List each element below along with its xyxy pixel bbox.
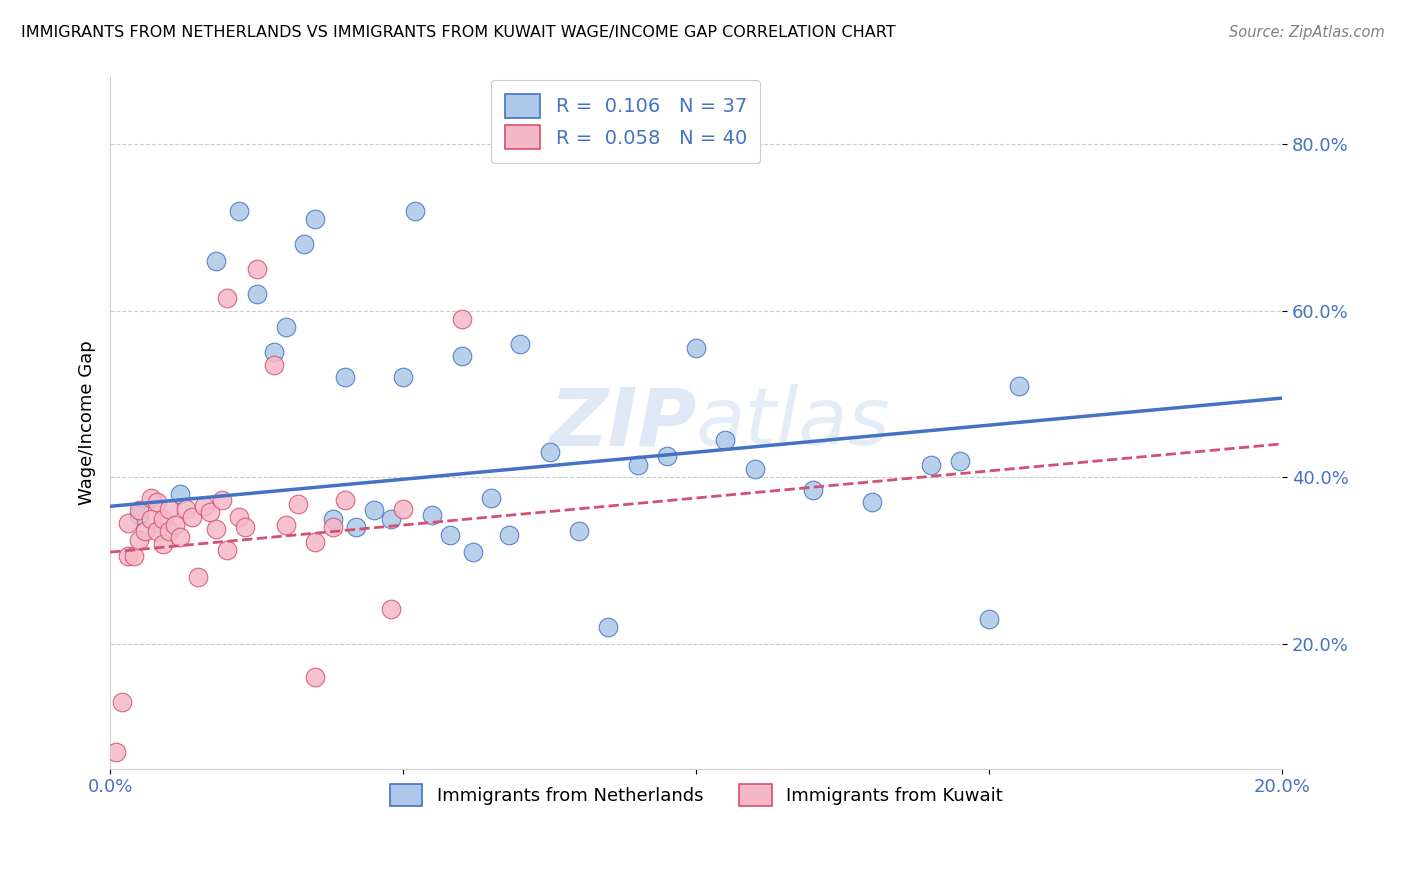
Point	[157, 501, 180, 516]
Point	[860, 495, 883, 509]
Point	[304, 535, 326, 549]
Point	[204, 522, 226, 536]
Point	[479, 491, 502, 505]
Point	[685, 341, 707, 355]
Point	[198, 505, 221, 519]
Point	[122, 549, 145, 564]
Point	[568, 524, 591, 539]
Point	[211, 493, 233, 508]
Point	[146, 495, 169, 509]
Point	[304, 670, 326, 684]
Point	[304, 212, 326, 227]
Point	[134, 524, 156, 539]
Point	[404, 203, 426, 218]
Point	[803, 483, 825, 497]
Point	[322, 520, 344, 534]
Text: IMMIGRANTS FROM NETHERLANDS VS IMMIGRANTS FROM KUWAIT WAGE/INCOME GAP CORRELATIO: IMMIGRANTS FROM NETHERLANDS VS IMMIGRANT…	[21, 25, 896, 40]
Point	[920, 458, 942, 472]
Point	[228, 510, 250, 524]
Point	[163, 518, 186, 533]
Point	[333, 493, 356, 508]
Point	[292, 237, 315, 252]
Point	[141, 512, 163, 526]
Point	[233, 520, 256, 534]
Point	[274, 320, 297, 334]
Point	[333, 370, 356, 384]
Point	[169, 530, 191, 544]
Point	[392, 370, 415, 384]
Point	[204, 253, 226, 268]
Point	[217, 543, 239, 558]
Point	[626, 458, 648, 472]
Point	[422, 508, 444, 522]
Point	[141, 491, 163, 505]
Point	[128, 508, 150, 522]
Legend: Immigrants from Netherlands, Immigrants from Kuwait: Immigrants from Netherlands, Immigrants …	[381, 775, 1012, 815]
Point	[439, 528, 461, 542]
Point	[450, 312, 472, 326]
Point	[322, 512, 344, 526]
Point	[187, 570, 209, 584]
Text: ZIP: ZIP	[548, 384, 696, 462]
Point	[117, 549, 139, 564]
Point	[979, 612, 1001, 626]
Point	[274, 518, 297, 533]
Point	[193, 500, 215, 514]
Point	[146, 524, 169, 539]
Point	[263, 345, 285, 359]
Point	[655, 450, 678, 464]
Point	[152, 537, 174, 551]
Point	[363, 503, 385, 517]
Point	[246, 287, 269, 301]
Point	[598, 620, 620, 634]
Point	[509, 337, 531, 351]
Point	[287, 497, 309, 511]
Point	[949, 453, 972, 467]
Point	[1007, 378, 1029, 392]
Point	[117, 516, 139, 530]
Point	[392, 501, 415, 516]
Point	[111, 695, 134, 709]
Point	[181, 510, 204, 524]
Text: Source: ZipAtlas.com: Source: ZipAtlas.com	[1229, 25, 1385, 40]
Point	[152, 512, 174, 526]
Point	[744, 462, 766, 476]
Point	[380, 512, 402, 526]
Point	[105, 745, 128, 759]
Y-axis label: Wage/Income Gap: Wage/Income Gap	[79, 341, 96, 506]
Point	[344, 520, 367, 534]
Point	[450, 350, 472, 364]
Point	[228, 203, 250, 218]
Point	[714, 433, 737, 447]
Point	[217, 291, 239, 305]
Point	[176, 501, 198, 516]
Point	[380, 601, 402, 615]
Point	[463, 545, 485, 559]
Point	[263, 358, 285, 372]
Point	[169, 487, 191, 501]
Point	[128, 533, 150, 547]
Point	[246, 262, 269, 277]
Text: atlas: atlas	[696, 384, 891, 462]
Point	[128, 503, 150, 517]
Point	[157, 524, 180, 539]
Point	[538, 445, 561, 459]
Point	[498, 528, 520, 542]
